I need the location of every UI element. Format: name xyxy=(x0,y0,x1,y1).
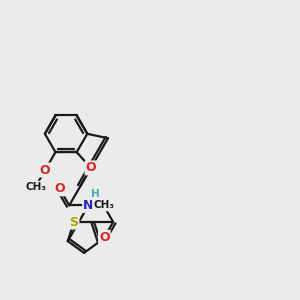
Text: N: N xyxy=(83,199,94,212)
Text: H: H xyxy=(91,189,99,199)
Text: CH₃: CH₃ xyxy=(25,182,46,192)
Text: S: S xyxy=(70,215,79,229)
Text: O: O xyxy=(54,182,65,195)
Text: O: O xyxy=(85,161,96,174)
Text: CH₃: CH₃ xyxy=(93,200,114,210)
Text: O: O xyxy=(99,231,110,244)
Text: O: O xyxy=(40,164,50,176)
